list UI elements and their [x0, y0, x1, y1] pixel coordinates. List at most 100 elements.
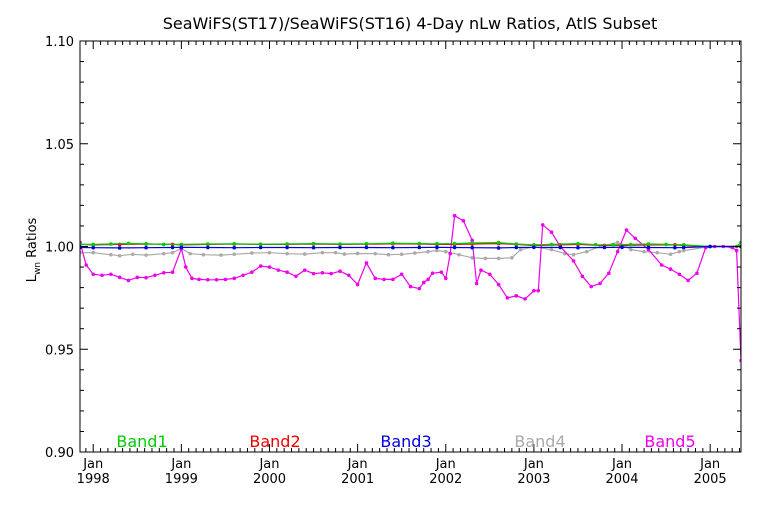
data-point — [276, 268, 281, 272]
data-point — [250, 270, 254, 274]
data-point — [109, 272, 113, 277]
data-point — [523, 297, 527, 301]
data-point — [131, 252, 135, 257]
data-point — [615, 249, 620, 254]
data-point — [443, 249, 448, 254]
data-point — [355, 282, 360, 287]
data-point — [391, 241, 395, 246]
data-point — [232, 276, 237, 281]
y-axis-label-sub: wn — [33, 262, 43, 275]
data-point — [417, 245, 422, 250]
data-point — [417, 286, 422, 291]
data-point — [329, 271, 333, 276]
data-point — [214, 277, 219, 282]
y-tick-label: 1.10 — [45, 35, 74, 50]
data-point — [183, 265, 188, 269]
data-point — [483, 256, 488, 261]
series-band1 — [80, 240, 741, 249]
data-point — [91, 250, 96, 255]
data-point — [452, 245, 457, 250]
x-tick-label-month: Jan — [82, 457, 103, 472]
data-point — [629, 247, 633, 252]
x-tick-label-year: 2003 — [517, 472, 550, 487]
y-axis-label: Lwn Ratios — [25, 217, 43, 282]
data-point — [250, 251, 254, 255]
data-point — [536, 288, 541, 293]
data-point — [144, 242, 148, 246]
series-line — [80, 214, 741, 361]
data-point — [109, 242, 113, 246]
data-point — [496, 246, 501, 250]
data-point — [496, 282, 501, 287]
data-point — [320, 250, 325, 255]
data-point — [373, 276, 378, 281]
data-point — [117, 253, 122, 258]
data-point — [135, 275, 140, 280]
data-point — [435, 248, 439, 253]
data-point — [479, 268, 483, 272]
y-axis-label-rest: Ratios — [25, 217, 40, 262]
legend-entry-band3: Band3 — [380, 432, 431, 451]
data-point — [205, 242, 210, 246]
data-point — [584, 249, 589, 254]
data-point — [311, 245, 316, 250]
data-point — [430, 271, 435, 276]
data-point — [505, 296, 510, 300]
data-point — [179, 242, 184, 247]
x-tick-label-month: Jan — [699, 457, 720, 472]
x-tick-label-month: Jan — [170, 457, 191, 472]
svg-text:Lwn Ratios: Lwn Ratios — [25, 217, 43, 282]
data-point — [549, 230, 554, 234]
data-point — [470, 256, 474, 260]
data-point — [219, 253, 223, 257]
y-axis-label-main: L — [25, 274, 40, 282]
data-point — [399, 252, 404, 257]
data-point — [532, 245, 536, 250]
chart-title: SeaWiFS(ST17)/SeaWiFS(ST16) 4-Day nLw Ra… — [163, 14, 658, 33]
data-point — [470, 241, 474, 245]
data-point — [629, 242, 633, 247]
data-point — [426, 249, 430, 254]
data-point — [664, 242, 668, 247]
data-point — [144, 275, 148, 280]
data-point — [391, 277, 395, 282]
data-point — [426, 277, 430, 282]
data-point — [514, 245, 519, 250]
data-point — [646, 245, 651, 250]
data-point — [677, 272, 682, 277]
data-point — [659, 263, 664, 267]
series-band3 — [80, 244, 741, 250]
x-tick-label-year: 1999 — [165, 472, 198, 487]
x-tick-label-year: 2005 — [694, 472, 727, 487]
data-point — [333, 250, 338, 255]
axes: 0.900.951.001.051.10Jan1998Jan1999Jan200… — [45, 35, 741, 487]
x-tick-label-month: Jan — [347, 457, 368, 472]
x-tick-label-month: Jan — [523, 457, 544, 472]
data-point — [117, 275, 122, 280]
data-point — [642, 249, 646, 254]
data-point — [435, 242, 439, 246]
data-point — [302, 252, 307, 256]
data-point — [518, 247, 523, 252]
data-point — [205, 277, 210, 282]
data-point — [593, 242, 598, 247]
data-point — [457, 252, 461, 257]
data-point — [514, 242, 519, 246]
data-point — [549, 247, 554, 252]
legend-entry-band4: Band4 — [514, 432, 565, 451]
data-point — [197, 277, 201, 282]
data-point — [91, 245, 96, 250]
data-point — [126, 278, 131, 283]
data-point — [558, 245, 563, 250]
data-point — [144, 245, 148, 250]
data-point — [532, 243, 536, 247]
legend-entry-band1: Band1 — [116, 432, 167, 451]
data-point — [205, 245, 210, 250]
data-point — [285, 242, 289, 246]
data-point — [364, 261, 369, 265]
data-point — [232, 252, 237, 257]
x-tick-label-year: 2001 — [341, 472, 374, 487]
y-tick-label: 0.90 — [45, 446, 74, 461]
data-point — [655, 250, 660, 255]
